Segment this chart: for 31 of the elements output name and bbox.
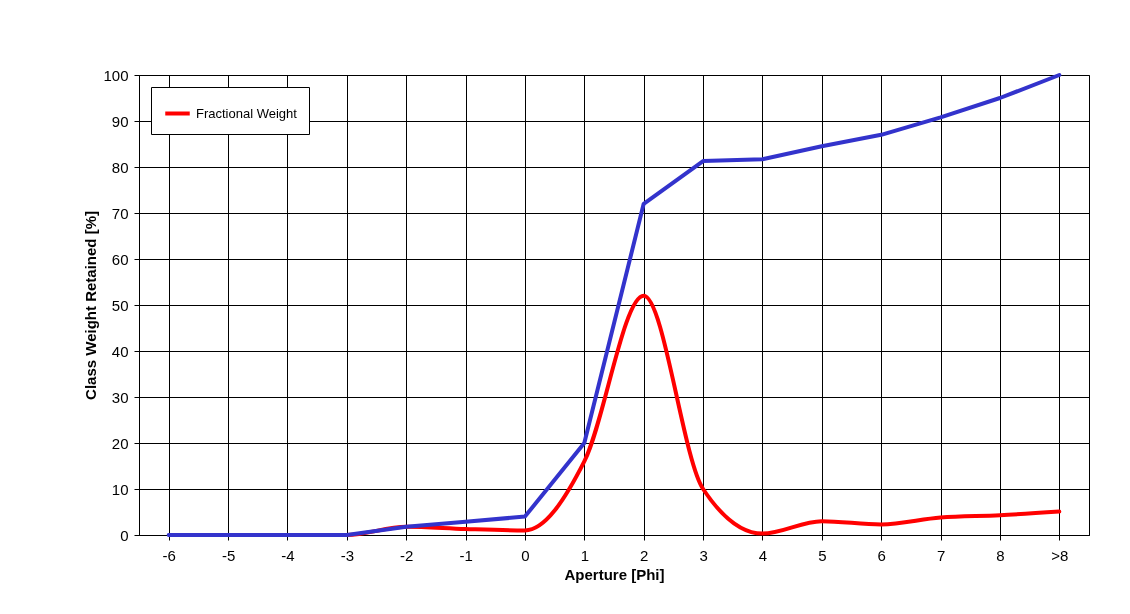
x-tick-label: -6 [162,546,176,564]
y-tick-label: 60 [111,250,129,268]
legend-label: Fractional Weight [196,105,298,121]
y-tick-label: 10 [111,480,129,498]
line-series [166,73,1062,537]
x-tick-label: >8 [1051,546,1069,564]
x-tick-label: -1 [459,546,473,564]
y-tick-label: 40 [111,342,129,360]
y-tick-label: 20 [111,434,129,452]
x-tick-label: -3 [340,546,354,564]
x-tick-label: 2 [640,546,649,564]
x-axis-title: Aperture [Phi] [564,565,665,583]
y-tick-label: 30 [111,388,129,406]
x-tick-label: 3 [699,546,708,564]
x-tick-label: 1 [580,546,589,564]
x-tick-label: 6 [877,546,886,564]
y-tick-label: 50 [111,296,129,314]
x-tick-label: -5 [221,546,236,564]
y-tick-label: 80 [111,158,129,176]
x-tick-label: -2 [400,546,414,564]
x-tick-label: -4 [281,546,295,564]
x-tick-label: 4 [758,546,768,564]
x-tick-label: 5 [818,546,827,564]
y-tick-label: 70 [111,204,129,222]
y-axis-title: Class Weight Retained [%] [82,211,100,400]
x-tick-label: 7 [936,546,946,564]
y-tick-label: 0 [120,526,129,544]
x-tick-label: 0 [521,546,530,564]
y-tick-label: 90 [111,112,129,130]
x-tick-label: 8 [996,546,1005,564]
y-tick-label: 100 [103,66,129,84]
